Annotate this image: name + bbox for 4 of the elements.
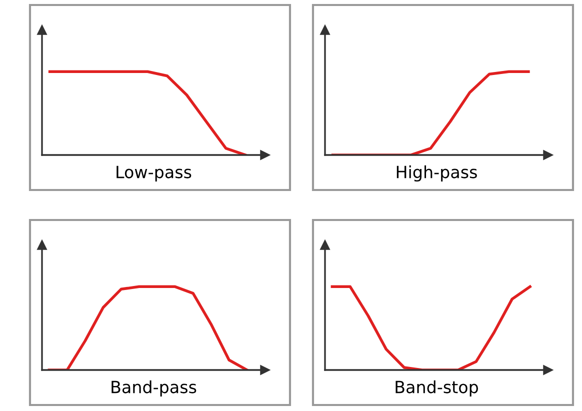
x-axis-title: Band-pass [112, 380, 196, 397]
x-axis-title: High-pass [396, 165, 477, 182]
x-axis-title: Low-pass [116, 166, 192, 182]
x-axis-title: Band-stop [396, 380, 478, 397]
